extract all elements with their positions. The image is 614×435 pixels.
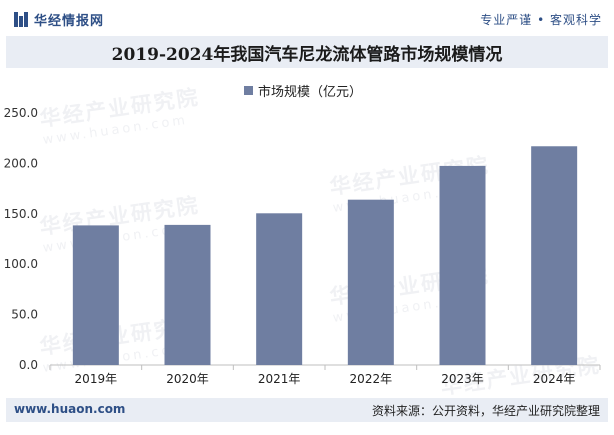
legend: 市场规模（亿元） bbox=[244, 81, 362, 100]
tagline: 专业严谨 • 客观科学 bbox=[480, 13, 602, 27]
bar bbox=[439, 165, 486, 365]
brand: 华经情报网 bbox=[14, 10, 104, 29]
footer-source: 资料来源：公开资料，华经产业研究院整理 bbox=[371, 404, 600, 418]
x-tick-label: 2021年 bbox=[258, 372, 301, 386]
bar bbox=[164, 224, 211, 365]
bar bbox=[256, 213, 303, 365]
brand-logo-icon bbox=[14, 12, 28, 27]
x-tick-label: 2022年 bbox=[350, 372, 393, 386]
brand-name: 华经情报网 bbox=[34, 14, 105, 29]
bar bbox=[347, 199, 394, 365]
x-tick-label: 2020年 bbox=[166, 372, 209, 386]
x-tick-label: 2023年 bbox=[441, 372, 484, 386]
footer-bar: www.huaon.com 资料来源：公开资料，华经产业研究院整理 bbox=[6, 398, 608, 422]
x-tick-label: 2024年 bbox=[533, 372, 576, 386]
y-tick-label: 0.0 bbox=[19, 358, 38, 372]
legend-label: 市场规模（亿元） bbox=[258, 85, 363, 100]
bar bbox=[72, 225, 119, 365]
top-bar: 华经情报网 专业严谨 • 客观科学 bbox=[0, 0, 614, 36]
footer-url: www.huaon.com bbox=[14, 402, 126, 416]
bar-chart: 0.0 50.0 100.0 150.0 200.0 250.0 2019年 2020年 202… bbox=[4, 106, 601, 386]
y-tick-label: 50.0 bbox=[11, 308, 38, 322]
chart-title: 2019-2024年我国汽车尼龙流体管路市场规模情况 bbox=[111, 44, 503, 65]
y-tick-label: 200.0 bbox=[4, 156, 38, 170]
title-bar: 2019-2024年我国汽车尼龙流体管路市场规模情况 bbox=[6, 36, 608, 68]
y-tick-label: 150.0 bbox=[4, 207, 38, 221]
y-tick-label: 250.0 bbox=[4, 106, 38, 120]
y-tick-label: 100.0 bbox=[4, 257, 38, 271]
legend-swatch bbox=[244, 86, 253, 95]
x-tick-label: 2019年 bbox=[75, 372, 118, 386]
bar bbox=[531, 146, 578, 365]
